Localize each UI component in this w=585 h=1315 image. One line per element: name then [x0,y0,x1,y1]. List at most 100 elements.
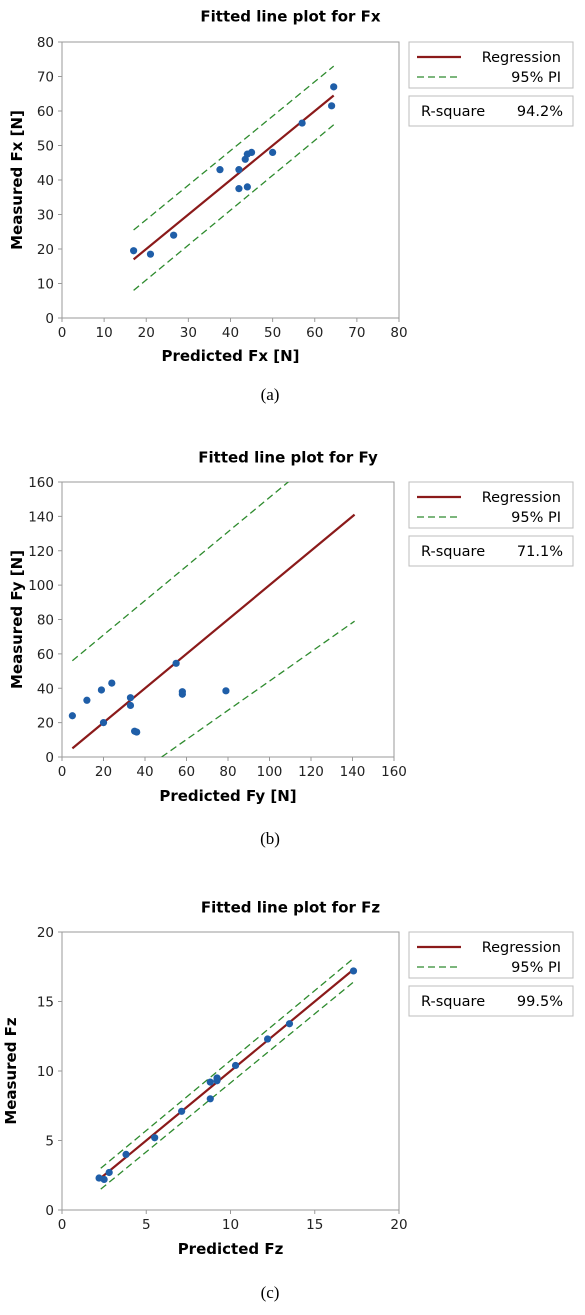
y-tick-label: 30 [37,208,54,224]
data-point [206,1095,214,1103]
x-tick-label: 80 [219,764,236,780]
x-tick-label: 0 [58,1217,67,1233]
x-axis-label: Predicted Fx [N] [161,347,299,365]
y-tick-label: 15 [37,995,54,1011]
data-point [263,1035,272,1043]
data-point [216,166,224,174]
fit-lines [100,957,355,1190]
data-point [349,967,358,975]
chart-fy: Fitted line plot for Fy 0 20 40 60 80 100 120 14… [8,449,574,848]
legend-pi-label: 95% PI [511,960,561,976]
legend-box [408,481,574,529]
y-axis-label: Measured Fz [2,1017,20,1125]
x-tick-label: 100 [257,764,283,780]
y-tick-label: 70 [37,70,54,86]
rsquare-label: R-square [421,544,485,560]
y-axis-label: Measured Fx [N] [8,110,26,250]
chart-title: Fitted line plot for Fz [201,899,380,917]
data-point [285,1020,294,1028]
y-tick-label: 60 [37,104,54,120]
y-tick-label: 5 [45,1134,54,1150]
x-tick-label: 20 [138,325,155,341]
x-tick-label: 20 [390,1217,407,1233]
data-point [269,148,277,156]
y-tick-label: 40 [37,681,54,697]
y-tick-label: 0 [45,1203,54,1219]
x-tick-label: 60 [306,325,323,341]
data-point [206,1078,214,1086]
x-tick-label: 80 [390,325,407,341]
y-tick-label: 0 [45,750,54,766]
x-tick-label: 70 [348,325,365,341]
y-tick-label: 40 [37,173,54,189]
x-tick-label: 30 [180,325,197,341]
y-tick-label: 60 [37,647,54,663]
x-tick-label: 40 [136,764,153,780]
legend-regression-label: Regression [482,50,561,66]
y-tick-label: 20 [37,716,54,732]
rsquare-value: 99.5% [517,994,563,1010]
data-point [105,1168,113,1177]
data-point [108,679,116,687]
data-point [97,686,106,694]
x-axis-label: Predicted Fz [178,1240,284,1258]
legend-regression-label: Regression [482,940,561,956]
y-tick-label: 80 [37,35,54,51]
x-tick-label: 0 [58,325,67,341]
data-point [126,694,135,702]
x-axis-label: Predicted Fy [N] [159,787,296,805]
chart-title: Fitted line plot for Fy [198,449,378,467]
pi-upper-line [133,65,335,231]
data-point [126,701,135,710]
data-point [122,1150,130,1158]
data-point [172,659,180,667]
data-point [68,712,76,720]
data-point [231,1061,240,1070]
fit-lines [71,482,356,757]
y-tick-label: 160 [28,475,54,491]
rsquare-value: 94.2% [517,104,563,120]
x-tick-label: 50 [264,325,281,341]
pi-lower-line [161,620,355,757]
data-point [151,1134,159,1142]
y-tick-label: 140 [28,509,54,525]
legend-regression-label: Regression [482,490,561,506]
data-point [298,119,306,127]
x-tick-label: 20 [95,764,112,780]
figure-caption: (c) [261,1283,280,1302]
data-point [235,166,243,174]
x-tick-label: 10 [222,1217,239,1233]
data-point [83,696,91,704]
chart-fz: Fitted line plot for Fz 0 5 10 15 20 0 5 10 15 20 P… [2,899,574,1302]
y-tick-label: 50 [37,139,54,155]
y-tick-label: 80 [37,613,54,629]
data-point [330,83,338,91]
regression-line [71,513,356,750]
legend-box [408,41,574,89]
regression-line [100,968,355,1179]
y-tick-label: 10 [37,277,54,293]
data-point [99,719,108,727]
data-point [133,728,141,736]
data-point [328,102,336,110]
rsquare-box [408,985,574,1017]
x-tick-label: 60 [178,764,195,780]
x-tick-label: 0 [58,764,67,780]
data-point [178,1107,186,1115]
legend-pi-label: 95% PI [511,510,561,526]
y-tick-label: 10 [37,1064,54,1080]
rsquare-box [408,95,574,127]
y-axis-label: Measured Fy [N] [8,550,26,689]
rsquare-label: R-square [421,104,485,120]
x-tick-label: 140 [340,764,366,780]
data-point [222,687,230,695]
rsquare-box [408,535,574,567]
x-tick-label: 15 [306,1217,323,1233]
data-point [100,1175,108,1184]
pi-upper-line [71,482,290,662]
legend-pi-label: 95% PI [511,70,561,86]
figure-caption: (a) [261,385,280,404]
data-point [146,250,155,258]
y-tick-label: 100 [28,578,54,594]
